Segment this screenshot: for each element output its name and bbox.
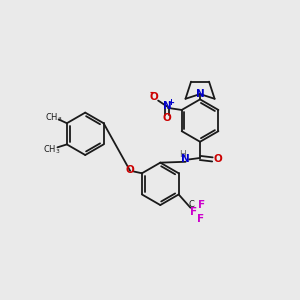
Text: F: F (190, 207, 197, 217)
Text: C: C (189, 200, 195, 209)
Text: CH$_3$: CH$_3$ (44, 112, 62, 124)
Text: +: + (167, 98, 174, 107)
Text: N: N (181, 154, 190, 164)
Text: O: O (149, 92, 158, 102)
Text: H: H (179, 150, 185, 159)
Text: O: O (213, 154, 222, 164)
Text: F: F (198, 200, 205, 210)
Text: O: O (126, 165, 134, 175)
Text: CH$_3$: CH$_3$ (44, 143, 61, 156)
Text: N: N (163, 101, 171, 111)
Text: O: O (163, 112, 171, 123)
Text: N: N (196, 89, 204, 99)
Text: F: F (196, 214, 204, 224)
Text: -: - (150, 88, 154, 98)
